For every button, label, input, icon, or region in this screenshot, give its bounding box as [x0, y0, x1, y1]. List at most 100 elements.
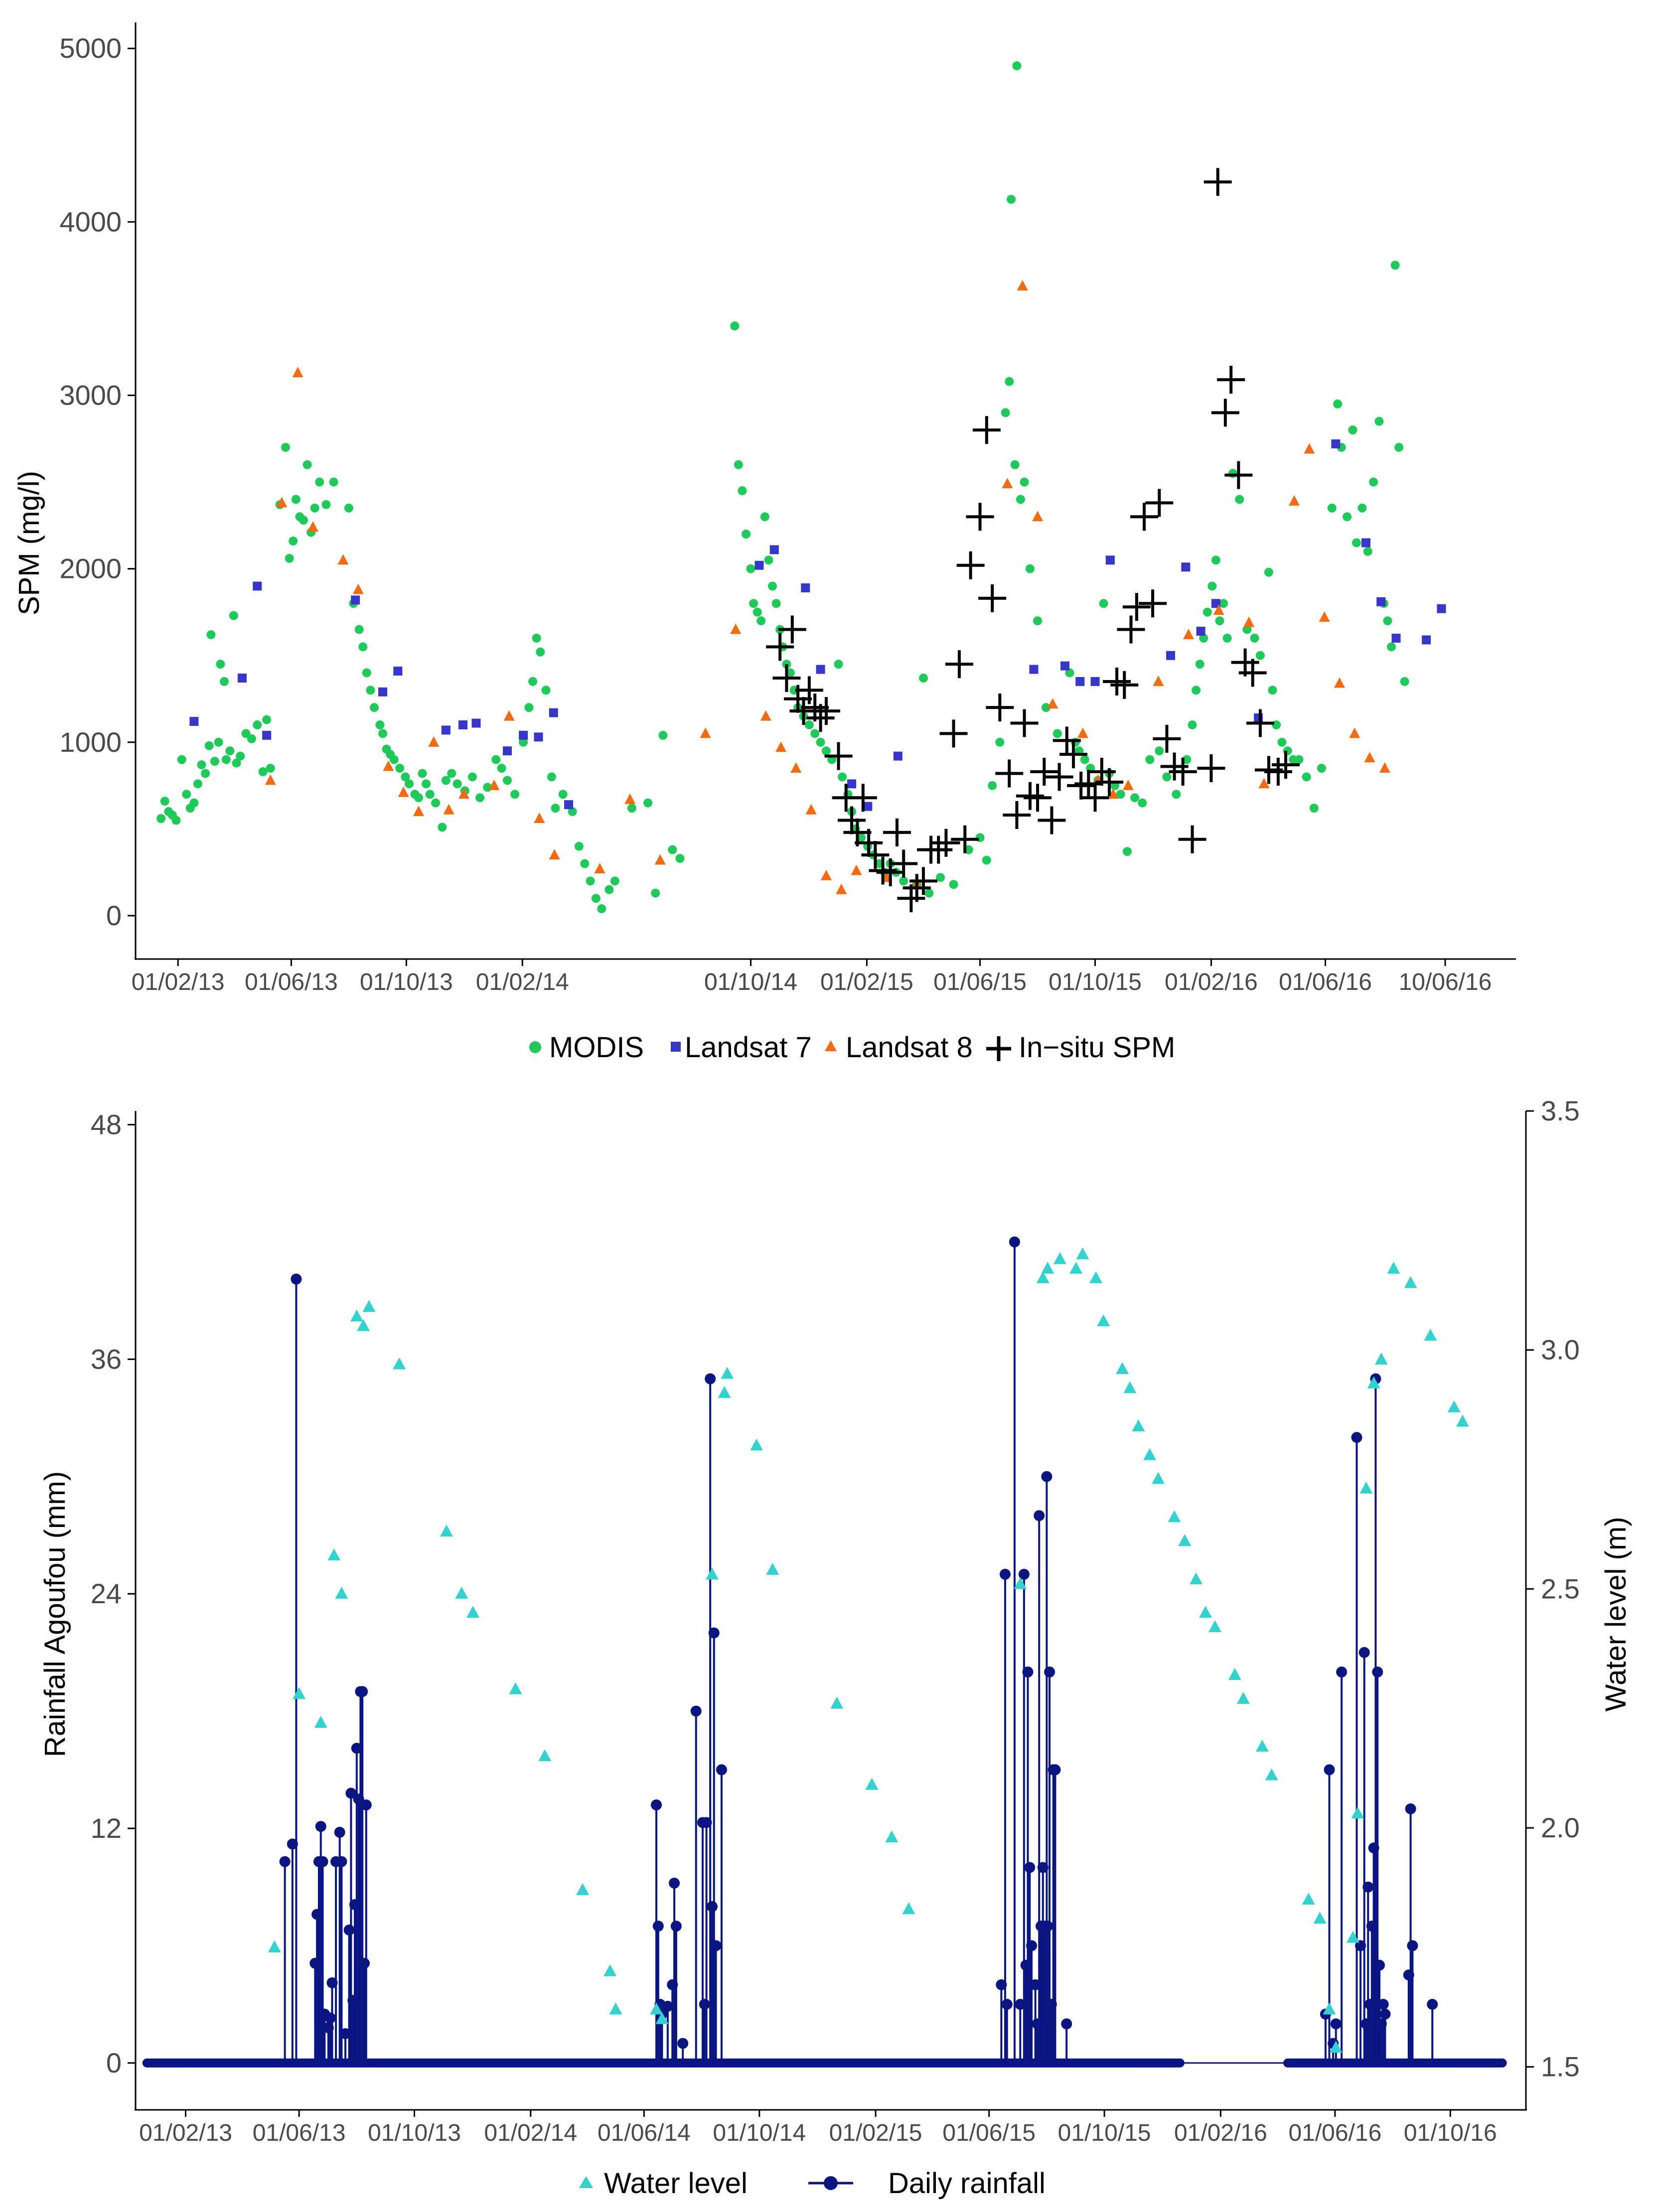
rainfall-y-tick-label: 48 — [91, 1108, 122, 1140]
spm-point-landsat-8 — [1107, 788, 1119, 799]
spm-point-in-situ-spm — [1081, 784, 1109, 812]
rainfall-point — [343, 1925, 355, 1936]
spm-point-modis — [734, 460, 743, 469]
spm-point-landsat-8 — [836, 883, 847, 894]
legend-key-insitu — [986, 1036, 1011, 1061]
rainfall-point — [1324, 1764, 1335, 1776]
spm-point-modis — [1309, 804, 1319, 813]
spm-point-modis — [810, 729, 820, 738]
water-level-point — [327, 1548, 341, 1561]
spm-point-modis — [214, 737, 223, 747]
spm-point-landsat-7 — [262, 730, 272, 740]
spm-point-landsat-8 — [534, 813, 545, 823]
rainfall-point — [1358, 1647, 1370, 1658]
spm-point-landsat-7 — [351, 595, 360, 605]
spm-point-in-situ-spm — [1130, 503, 1159, 531]
spm-point-modis — [1302, 772, 1311, 782]
water-level-point — [1208, 1620, 1221, 1633]
spm-point-landsat-7 — [769, 545, 779, 554]
spm-point-modis — [597, 904, 606, 914]
spm-point-modis — [204, 741, 214, 750]
spm-point-modis — [949, 880, 958, 889]
rainfall-point — [1001, 1999, 1013, 2010]
spm-point-modis — [315, 477, 324, 487]
spm-point-landsat-8 — [760, 710, 771, 721]
spm-point-modis — [1116, 790, 1125, 799]
spm-point-modis — [1333, 399, 1343, 409]
spm-point-modis — [558, 790, 568, 799]
water-level-point — [1359, 1481, 1373, 1494]
legend-key-water-level — [579, 2176, 593, 2188]
spm-point-landsat-7 — [1090, 677, 1100, 686]
spm-x-tick-label: 01/10/15 — [1049, 969, 1142, 995]
spm-point-landsat-8 — [820, 869, 832, 880]
rainfall-point — [1355, 1940, 1366, 1951]
spm-point-modis — [329, 477, 338, 487]
spm-point-modis — [730, 321, 740, 331]
spm-point-landsat-8 — [1349, 727, 1360, 738]
spm-point-landsat-7 — [564, 800, 574, 810]
spm-point-modis — [232, 758, 241, 768]
spm-point-modis — [310, 503, 319, 513]
spm-point-landsat-8 — [1077, 727, 1088, 738]
water-level-point — [1236, 1691, 1250, 1704]
water-level-point — [1447, 1400, 1461, 1412]
spm-point-in-situ-spm — [766, 633, 794, 661]
rainfall-point — [677, 2038, 689, 2049]
spm-point-modis — [375, 720, 385, 729]
spm-point-landsat-8 — [1379, 762, 1390, 773]
spm-legend: MODIS Landsat 7 Landsat 8 In−situ SPM — [529, 1031, 1175, 1064]
spm-point-modis — [591, 894, 601, 903]
spm-point-modis — [1033, 616, 1043, 626]
spm-point-modis — [219, 677, 229, 686]
water-level-point — [362, 1300, 376, 1312]
spm-point-landsat-8 — [265, 774, 276, 785]
rainfall-x-axis: 01/02/13 01/06/13 01/10/13 01/02/14 01/06/14… — [135, 2109, 1527, 2146]
rainfall-point — [1041, 1471, 1052, 1482]
spm-y-tick-label: 4000 — [59, 206, 122, 237]
spm-point-in-situ-spm — [1246, 709, 1274, 737]
waterlevel-y-tick-label: 2.5 — [1541, 1573, 1580, 1604]
rainfall-x-tick-label: 01/02/13 — [139, 2120, 232, 2146]
spm-point-in-situ-spm — [978, 584, 1007, 612]
water-level-point — [1178, 1534, 1192, 1546]
spm-point-in-situ-spm — [772, 664, 801, 692]
spm-point-in-situ-spm — [951, 825, 979, 853]
rainfall-point — [662, 2001, 673, 2012]
rainfall-point — [326, 1977, 338, 1988]
spm-point-in-situ-spm — [1110, 671, 1139, 699]
spm-point-modis — [1317, 764, 1326, 773]
spm-point-modis — [401, 772, 410, 782]
water-level-point — [1367, 1376, 1380, 1388]
waterlevel-y-tick-label: 3.5 — [1541, 1095, 1580, 1126]
spm-point-in-situ-spm — [1038, 806, 1066, 834]
rainfall-point — [340, 2028, 351, 2039]
rainfall-x-tick-label: 01/10/15 — [1058, 2120, 1151, 2146]
rainfall-point — [670, 1921, 682, 1932]
spm-point-in-situ-spm — [849, 784, 877, 812]
spm-point-modis — [362, 668, 371, 678]
water-level-point — [655, 2012, 669, 2024]
legend-key-landsat8 — [825, 1040, 837, 1051]
spm-point-modis — [1122, 847, 1132, 856]
spm-point-modis — [524, 703, 534, 712]
spm-point-modis — [838, 772, 847, 782]
rainfall-point — [1026, 1940, 1038, 1951]
spm-point-in-situ-spm — [778, 615, 806, 644]
water-level-point — [1265, 1768, 1278, 1781]
water-level-point — [750, 1438, 763, 1451]
legend-label-modis: MODIS — [549, 1031, 644, 1064]
spm-point-modis — [253, 720, 262, 729]
water-level-point — [1152, 1472, 1165, 1484]
spm-point-landsat-7 — [1391, 633, 1401, 643]
legend-item-modis: MODIS — [529, 1031, 644, 1064]
spm-point-modis — [262, 715, 272, 724]
water-level-point — [1116, 1362, 1129, 1375]
spm-point-landsat-7 — [1166, 651, 1176, 660]
water-level-point — [1014, 1577, 1027, 1589]
spm-point-landsat-7 — [847, 779, 857, 789]
spm-point-landsat-7 — [1437, 604, 1446, 613]
spm-point-modis — [414, 793, 424, 803]
spm-point-in-situ-spm — [1203, 168, 1232, 196]
spm-point-landsat-8 — [1183, 628, 1195, 639]
